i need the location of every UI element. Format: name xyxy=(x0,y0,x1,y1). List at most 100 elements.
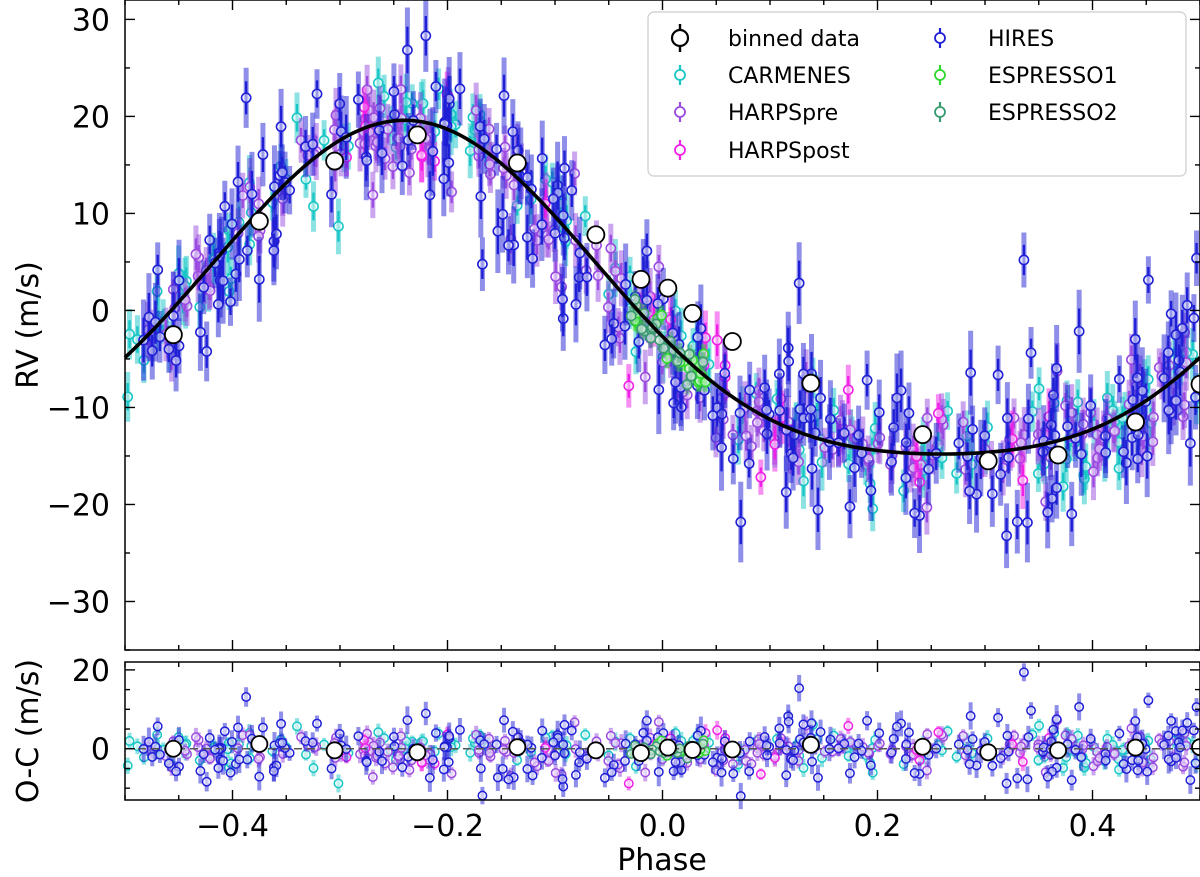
residual-point xyxy=(1114,728,1125,739)
residual-point xyxy=(219,726,230,737)
legend-entry-binned-data: binned data xyxy=(670,24,860,52)
data-point xyxy=(995,468,1007,480)
data-point xyxy=(198,281,210,293)
legend-marker xyxy=(934,106,946,118)
data-point xyxy=(195,326,206,338)
residual-point xyxy=(964,759,975,769)
binned-residual-point xyxy=(250,735,269,753)
data-point xyxy=(536,219,548,231)
data-point xyxy=(697,356,709,368)
data-point xyxy=(774,405,786,416)
legend-label: HARPSpre xyxy=(728,101,838,126)
residual-point xyxy=(465,747,476,758)
series-hires xyxy=(138,0,1200,569)
binned-point xyxy=(1048,445,1068,465)
residual-point xyxy=(557,774,568,784)
binned-residual-point xyxy=(913,737,932,756)
binned-point xyxy=(163,325,183,345)
data-point xyxy=(639,371,651,383)
top-y-tick-label: −30 xyxy=(47,585,110,620)
top-y-tick-label: 30 xyxy=(72,3,110,38)
data-point xyxy=(1190,391,1200,403)
residual-point xyxy=(781,770,792,781)
residual-point xyxy=(163,758,174,769)
data-point xyxy=(1003,452,1014,463)
residual-point xyxy=(933,727,944,738)
legend-label: CARMENES xyxy=(728,64,851,89)
data-point xyxy=(1033,383,1045,395)
binned-residual-point xyxy=(408,743,427,762)
residual-point xyxy=(641,715,652,726)
data-point xyxy=(967,423,978,435)
data-point xyxy=(670,376,681,388)
residual-point xyxy=(783,716,794,727)
bottom-panel: 20 0 O-C (m/s) xyxy=(11,654,1200,810)
binned-point xyxy=(249,211,269,231)
binned-residual-point xyxy=(164,739,183,758)
residual-point xyxy=(361,757,372,768)
legend-marker xyxy=(674,144,686,156)
residual-point xyxy=(499,715,509,726)
residual-point xyxy=(1022,774,1033,785)
residual-point xyxy=(1171,752,1181,763)
data-point xyxy=(605,242,617,254)
bottom-y-tick-label: 0 xyxy=(91,733,110,768)
data-point xyxy=(812,504,824,516)
data-point xyxy=(1132,453,1144,465)
residual-point xyxy=(1051,714,1062,725)
residual-point xyxy=(574,747,585,758)
residual-point xyxy=(333,778,344,789)
data-point xyxy=(276,166,288,178)
data-point xyxy=(233,253,245,265)
data-point xyxy=(1191,252,1200,264)
residual-point xyxy=(477,790,488,801)
residual-point xyxy=(761,740,772,751)
residual-point xyxy=(204,732,215,743)
residual-point xyxy=(813,772,823,783)
top-binned-points xyxy=(163,125,1200,471)
data-point xyxy=(168,310,179,322)
data-point xyxy=(806,463,818,474)
data-point xyxy=(815,392,826,404)
data-point xyxy=(849,462,860,474)
legend-label: ESPRESSO2 xyxy=(988,101,1118,126)
binned-point xyxy=(978,451,998,471)
top-y-tick-label: −10 xyxy=(47,391,110,426)
residual-point xyxy=(443,757,454,768)
residual-point xyxy=(475,763,486,774)
residual-point xyxy=(735,791,746,802)
residual-point xyxy=(427,754,438,765)
residual-point xyxy=(198,749,209,760)
top-y-tick-label: −20 xyxy=(47,488,110,523)
residual-point xyxy=(1109,748,1120,759)
residual-point xyxy=(424,772,435,783)
data-point xyxy=(559,162,570,174)
residual-point xyxy=(865,760,876,771)
residual-point xyxy=(1182,717,1193,728)
data-point xyxy=(232,176,244,188)
data-point xyxy=(711,334,723,346)
residual-point xyxy=(233,722,243,733)
data-point xyxy=(1073,325,1085,337)
residual-point xyxy=(1085,733,1096,744)
residual-point xyxy=(484,747,495,758)
residual-point xyxy=(527,770,538,781)
residual-point xyxy=(387,762,398,773)
data-point xyxy=(1023,413,1034,425)
model-curve-group xyxy=(123,118,1200,456)
data-point xyxy=(308,201,319,212)
data-point xyxy=(1011,516,1023,528)
residual-point xyxy=(953,739,964,750)
data-point xyxy=(240,92,252,104)
x-axis-label: Phase xyxy=(617,843,707,877)
bottom-ticks: 20 0 xyxy=(72,654,1200,800)
residual-point xyxy=(712,725,723,736)
residual-point xyxy=(241,692,252,702)
data-point xyxy=(727,453,739,465)
residual-point xyxy=(234,754,245,765)
data-point xyxy=(1018,254,1030,266)
legend-marker xyxy=(670,28,690,48)
data-point xyxy=(547,193,559,205)
binned-residual-point xyxy=(723,740,742,759)
